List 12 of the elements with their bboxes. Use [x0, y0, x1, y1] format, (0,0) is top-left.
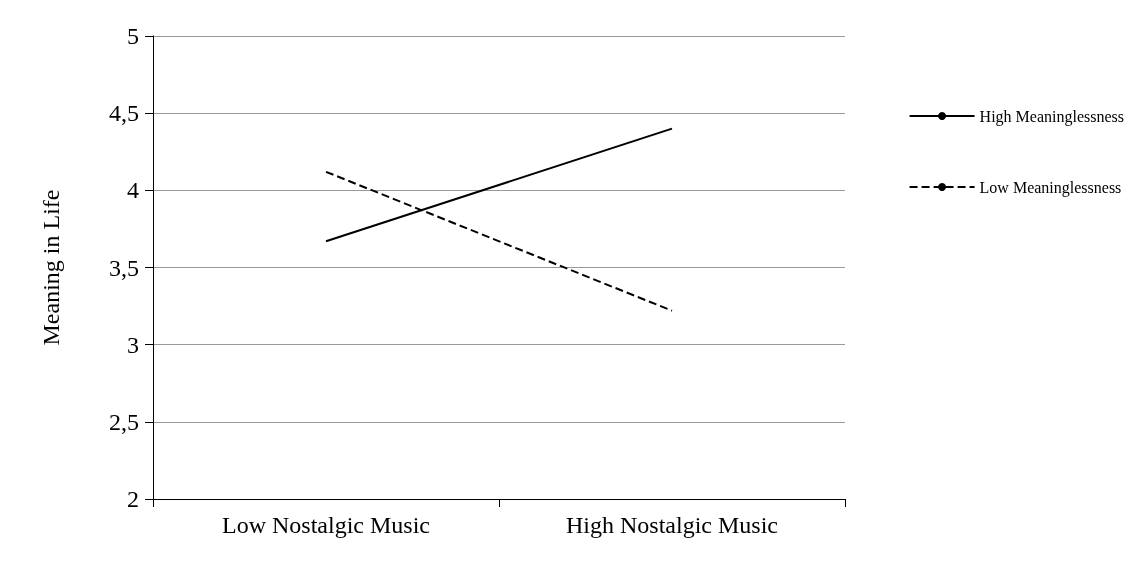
- legend-label: Low Meaninglessness: [979, 178, 1122, 197]
- y-tick-label: 3,5: [109, 254, 139, 281]
- y-tick-label: 5: [127, 23, 139, 49]
- x-tick-label: Low Nostalgic Music: [222, 512, 430, 538]
- x-tick-label: High Nostalgic Music: [566, 512, 778, 538]
- y-tick-label: 3: [127, 331, 139, 358]
- y-tick-label: 2,5: [109, 408, 139, 435]
- y-tick-label: 4: [127, 177, 139, 204]
- y-tick-label: 4,5: [109, 100, 139, 127]
- y-axis-title: Meaning in Life: [38, 189, 64, 346]
- legend-label: High Meaninglessness: [979, 107, 1125, 126]
- y-tick-label: 2: [127, 486, 139, 512]
